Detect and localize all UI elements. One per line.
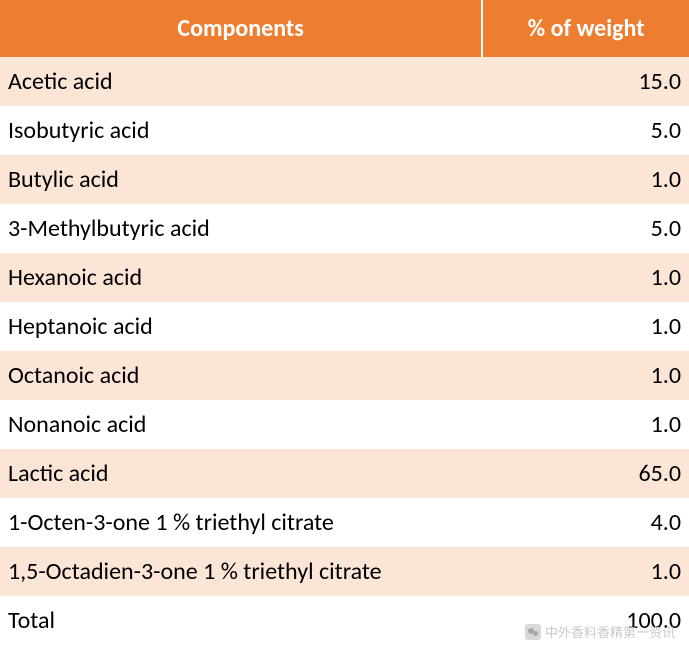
cell-weight: 5.0 xyxy=(482,204,689,253)
table-row: Lactic acid65.0 xyxy=(0,449,689,498)
table-row: Heptanoic acid1.0 xyxy=(0,302,689,351)
table-row: Acetic acid15.0 xyxy=(0,57,689,106)
cell-weight: 15.0 xyxy=(482,57,689,106)
cell-weight: 1.0 xyxy=(482,547,689,596)
table-row: 1-Octen-3-one 1 % triethyl citrate4.0 xyxy=(0,498,689,547)
cell-component: Octanoic acid xyxy=(0,351,482,400)
cell-component: Acetic acid xyxy=(0,57,482,106)
table-row: Isobutyric acid5.0 xyxy=(0,106,689,155)
cell-component: 1-Octen-3-one 1 % triethyl citrate xyxy=(0,498,482,547)
cell-component: 1,5-Octadien-3-one 1 % triethyl citrate xyxy=(0,547,482,596)
cell-component: 3-Methylbutyric acid xyxy=(0,204,482,253)
cell-weight: 1.0 xyxy=(482,400,689,449)
cell-weight: 1.0 xyxy=(482,253,689,302)
cell-component: Hexanoic acid xyxy=(0,253,482,302)
watermark: 中外香料香精第一资讯 xyxy=(525,622,675,641)
header-weight: % of weight xyxy=(482,0,689,57)
cell-component: Butylic acid xyxy=(0,155,482,204)
cell-component: Heptanoic acid xyxy=(0,302,482,351)
cell-component: Nonanoic acid xyxy=(0,400,482,449)
cell-component: Total xyxy=(0,596,482,645)
cell-weight: 65.0 xyxy=(482,449,689,498)
table-header-row: Components % of weight xyxy=(0,0,689,57)
cell-weight: 1.0 xyxy=(482,351,689,400)
wechat-icon xyxy=(525,624,541,640)
cell-component: Lactic acid xyxy=(0,449,482,498)
cell-weight: 4.0 xyxy=(482,498,689,547)
table-body: Acetic acid15.0Isobutyric acid5.0Butylic… xyxy=(0,57,689,645)
table-row: Butylic acid1.0 xyxy=(0,155,689,204)
watermark-text: 中外香料香精第一资讯 xyxy=(545,622,675,641)
table-row: Nonanoic acid1.0 xyxy=(0,400,689,449)
cell-weight: 1.0 xyxy=(482,155,689,204)
table-row: Hexanoic acid1.0 xyxy=(0,253,689,302)
cell-weight: 5.0 xyxy=(482,106,689,155)
cell-component: Isobutyric acid xyxy=(0,106,482,155)
table-row: Octanoic acid1.0 xyxy=(0,351,689,400)
table-row: 1,5-Octadien-3-one 1 % triethyl citrate1… xyxy=(0,547,689,596)
components-table: Components % of weight Acetic acid15.0Is… xyxy=(0,0,689,645)
table-row: 3-Methylbutyric acid5.0 xyxy=(0,204,689,253)
cell-weight: 1.0 xyxy=(482,302,689,351)
header-components: Components xyxy=(0,0,482,57)
